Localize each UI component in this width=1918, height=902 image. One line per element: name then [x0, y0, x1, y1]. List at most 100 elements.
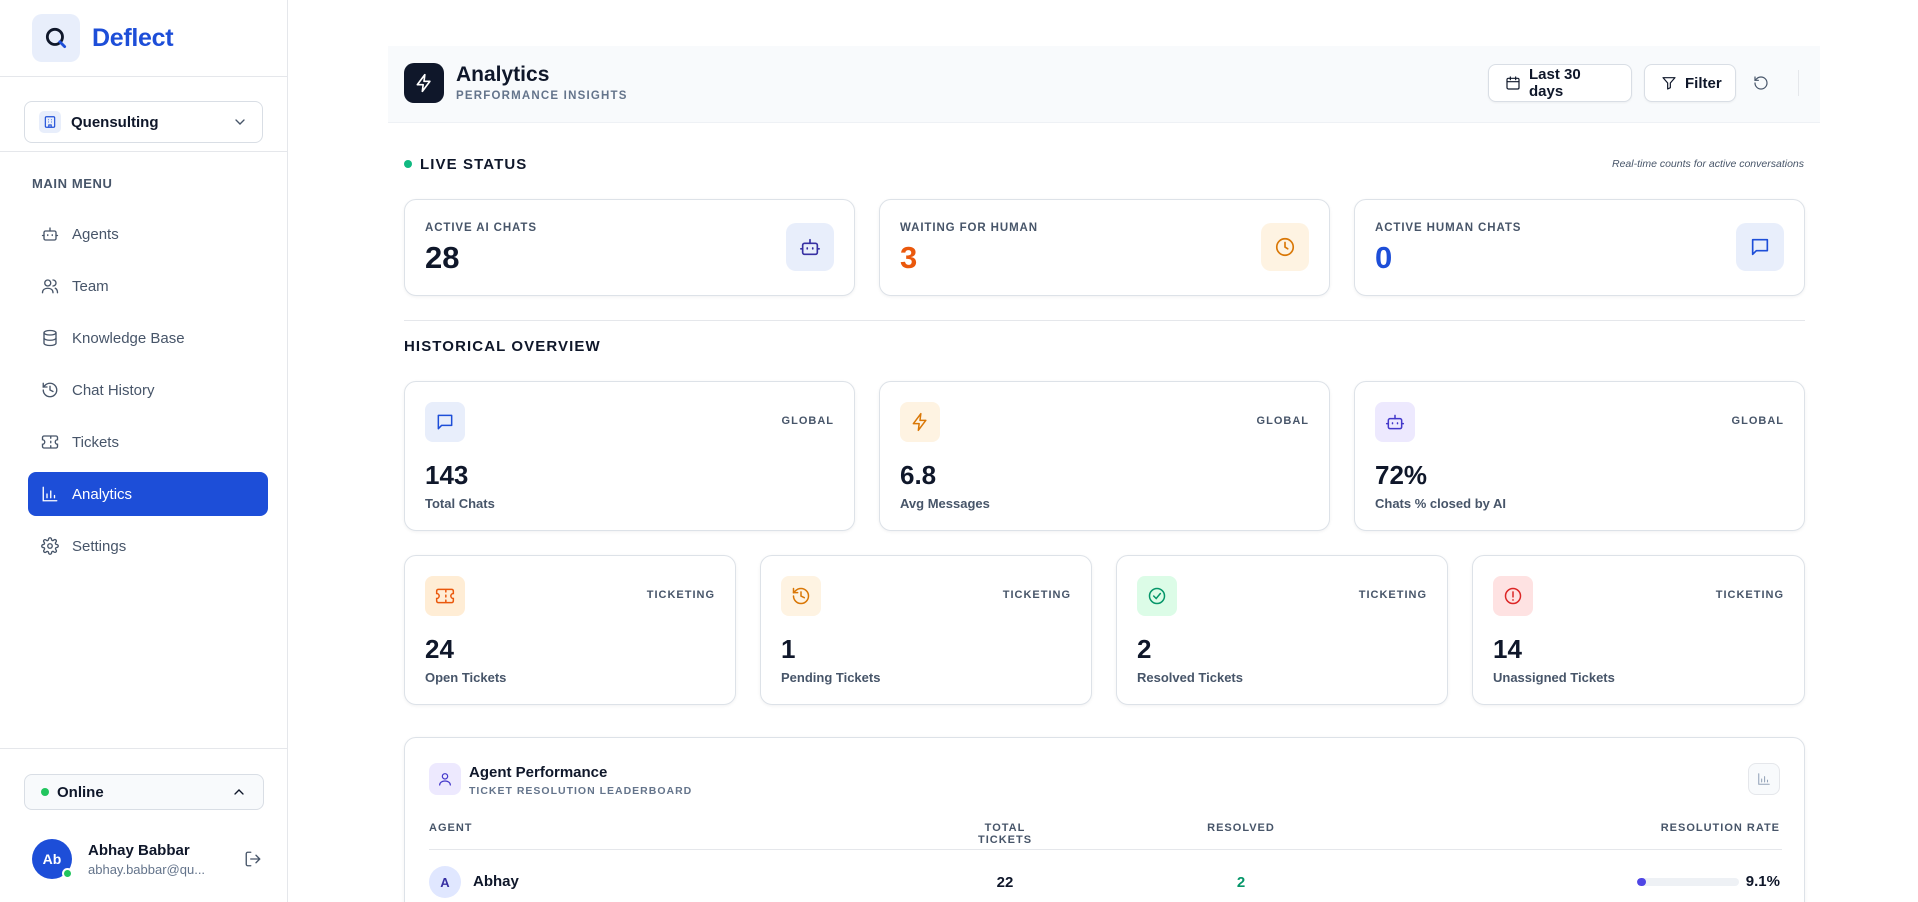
agent-resolved-tickets: 2 [1236, 874, 1246, 891]
agent-resolution-rate: 9.1% [1745, 873, 1780, 890]
header-divider [1798, 70, 1799, 96]
deflect-logo-icon[interactable] [32, 14, 80, 62]
gear-icon [40, 536, 60, 556]
agent-performance-card: Agent Performance TICKET RESOLUTION LEAD… [404, 737, 1805, 902]
organization-select[interactable]: Quensulting [24, 101, 263, 143]
sidebar-item-label: Knowledge Base [72, 329, 185, 347]
sidebar-item-label: Tickets [72, 433, 119, 451]
user-email: abhay.babbar@qu... [88, 861, 206, 877]
sidebar-item-knowledge-base[interactable]: Knowledge Base [28, 316, 268, 360]
stat-value: 72% [1375, 460, 1428, 490]
stat-tag: GLOBAL [1256, 415, 1309, 427]
ticket-icon [40, 432, 60, 452]
organization-name: Quensulting [71, 113, 159, 131]
ticket-icon [425, 576, 465, 616]
stat-tag: GLOBAL [781, 415, 834, 427]
chart-view-button[interactable] [1748, 763, 1780, 795]
sidebar-item-agents[interactable]: Agents [28, 212, 268, 256]
agent-total-tickets: 22 [996, 874, 1014, 891]
stat-value: 24 [425, 634, 454, 664]
history-icon [781, 576, 821, 616]
robot-icon [786, 223, 834, 271]
presence-dot-icon [62, 868, 73, 879]
stat-card-pending-tickets: TICKETING 1 Pending Tickets [760, 555, 1092, 705]
agent-performance-subtitle: TICKET RESOLUTION LEADERBOARD [469, 785, 693, 797]
sidebar-item-label: Settings [72, 537, 127, 555]
robot-icon [40, 224, 60, 244]
table-header-divider [429, 849, 1782, 850]
sidebar-item-label: Agents [72, 225, 119, 243]
availability-status-select[interactable]: Online [24, 774, 264, 810]
live-status-note: Real-time counts for active conversation… [1612, 158, 1804, 170]
chevron-up-icon [231, 784, 247, 800]
sidebar: Deflect Quensulting MAIN MENU Agents Tea… [0, 0, 288, 902]
live-indicator-icon [404, 160, 412, 168]
stat-label: Avg Messages [900, 496, 990, 511]
stat-card-open-tickets: TICKETING 24 Open Tickets [404, 555, 736, 705]
sidebar-item-settings[interactable]: Settings [28, 524, 268, 568]
filter-label: Filter [1685, 74, 1722, 92]
history-icon [40, 380, 60, 400]
filter-icon [1661, 75, 1677, 91]
live-card-label: WAITING FOR HUMAN [900, 222, 1038, 234]
refresh-icon[interactable] [1750, 72, 1772, 94]
stat-tag: TICKETING [1715, 589, 1784, 601]
users-icon [40, 276, 60, 296]
stat-card-avg-messages: GLOBAL 6.8 Avg Messages [879, 381, 1330, 531]
brand: Deflect [0, 0, 287, 77]
lightning-icon [900, 402, 940, 442]
logout-icon[interactable] [244, 850, 262, 868]
stat-value: 14 [1493, 634, 1522, 664]
stat-tag: GLOBAL [1731, 415, 1784, 427]
live-card-active-human-chats: ACTIVE HUMAN CHATS 0 [1354, 199, 1805, 296]
sidebar-item-tickets[interactable]: Tickets [28, 420, 268, 464]
column-header-resolved: RESOLVED [1207, 822, 1275, 834]
resolution-rate-bar [1637, 878, 1739, 886]
lightning-icon [404, 63, 444, 103]
sidebar-item-label: Chat History [72, 381, 155, 399]
stat-label: Total Chats [425, 496, 495, 511]
stat-label: Resolved Tickets [1137, 670, 1243, 685]
main-menu: Agents Team Knowledge Base Chat History … [28, 212, 268, 576]
clock-icon [1261, 223, 1309, 271]
stat-card-resolved-tickets: TICKETING 2 Resolved Tickets [1116, 555, 1448, 705]
agent-performance-title: Agent Performance [469, 764, 608, 781]
stat-tag: TICKETING [1358, 589, 1427, 601]
chat-bubble-icon [1736, 223, 1784, 271]
sidebar-item-analytics[interactable]: Analytics [28, 472, 268, 516]
column-header-total-tickets: TOTAL TICKETS [977, 822, 1033, 846]
agent-avatar: A [429, 866, 461, 898]
robot-icon [1375, 402, 1415, 442]
filter-button[interactable]: Filter [1644, 64, 1736, 102]
stat-card-closed-by-ai: GLOBAL 72% Chats % closed by AI [1354, 381, 1805, 531]
stat-label: Unassigned Tickets [1493, 670, 1615, 685]
user-name: Abhay Babbar [88, 841, 190, 859]
user-icon [429, 763, 461, 795]
historical-overview-title: HISTORICAL OVERVIEW [404, 338, 601, 355]
stat-label: Open Tickets [425, 670, 507, 685]
building-icon [39, 111, 61, 133]
bar-chart-icon [40, 484, 60, 504]
stat-label: Chats % closed by AI [1375, 496, 1506, 511]
calendar-icon [1505, 75, 1521, 91]
alert-circle-icon [1493, 576, 1533, 616]
online-dot-icon [41, 788, 49, 796]
stat-card-total-chats: GLOBAL 143 Total Chats [404, 381, 855, 531]
agent-name: Abhay [473, 873, 519, 890]
avatar-initials: Ab [42, 851, 62, 867]
bar-chart-icon [1757, 772, 1771, 786]
page-title: Analytics [456, 63, 550, 86]
sidebar-item-chat-history[interactable]: Chat History [28, 368, 268, 412]
column-header-resolution-rate: RESOLUTION RATE [1660, 822, 1780, 834]
check-circle-icon [1137, 576, 1177, 616]
live-card-label: ACTIVE AI CHATS [425, 222, 537, 234]
live-card-value: 0 [1375, 240, 1393, 275]
database-icon [40, 328, 60, 348]
column-header-agent: AGENT [429, 822, 473, 834]
sidebar-item-team[interactable]: Team [28, 264, 268, 308]
date-range-button[interactable]: Last 30 days [1488, 64, 1632, 102]
sidebar-item-label: Team [72, 277, 109, 295]
user-profile: Ab Abhay Babbar abhay.babbar@qu... [32, 837, 262, 881]
avatar[interactable]: Ab [32, 839, 73, 879]
stat-card-unassigned-tickets: TICKETING 14 Unassigned Tickets [1472, 555, 1805, 705]
